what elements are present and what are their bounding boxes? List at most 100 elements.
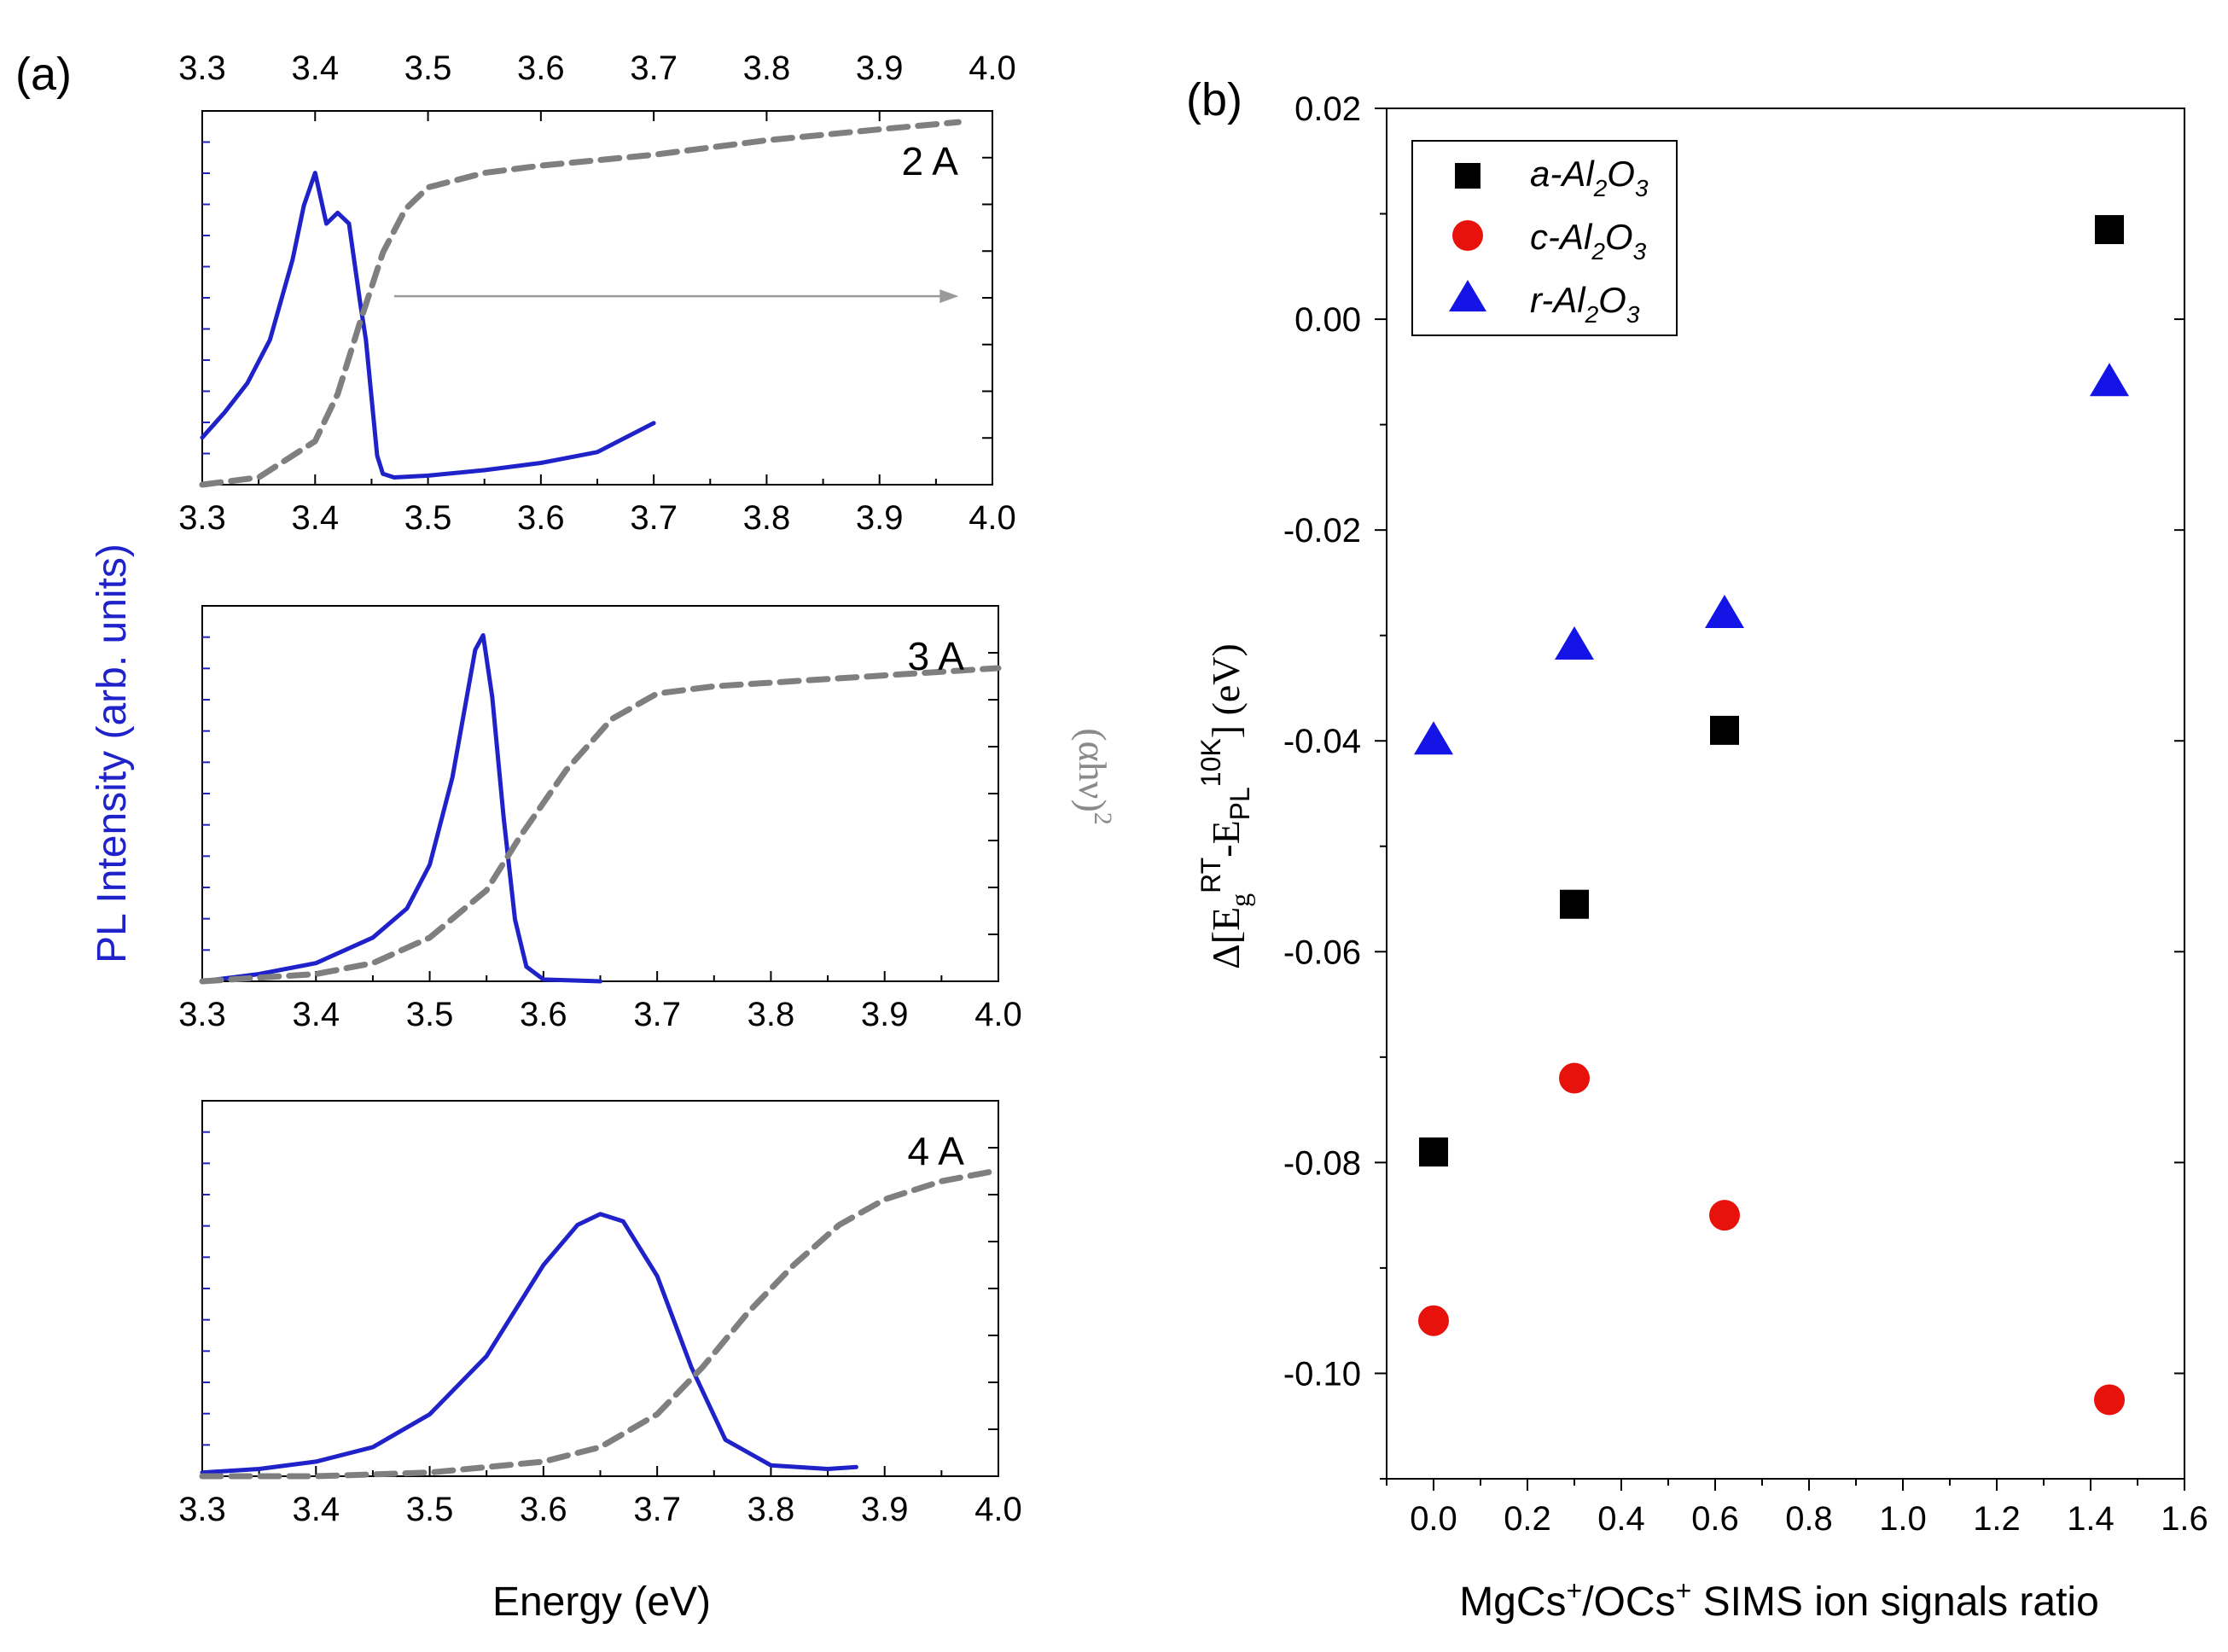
x-tick-label-1: 3.6 [520,996,567,1033]
point-a-al2o3 [1560,889,1589,919]
pl-curve-2 [200,1212,858,1475]
x-tick-label-0: 3.7 [630,499,678,537]
subplot-title-2: 4 A [907,1129,964,1173]
top-tick-label-0: 3.8 [743,49,791,87]
panel-a-xlabel: Energy (eV) [492,1579,711,1625]
point-a-al2o3 [1419,1137,1448,1167]
ylabel-sub-g: g [1225,893,1255,907]
point-r-al2o3 [2090,363,2129,397]
absorption-curve-1 [199,665,1002,985]
scatter-y-tick-label: -0.04 [1283,723,1361,760]
x-tick-label-2: 3.9 [861,1491,909,1528]
scatter-x-tick-label: 0.6 [1691,1500,1739,1538]
ylabel-sup-10k: 10K [1195,738,1226,787]
legend-a-prefix: a-Al [1530,154,1595,194]
point-r-al2o3 [1705,594,1744,628]
top-tick-label-0: 3.4 [291,49,339,87]
panel-b-xlabel: MgCs+/OCs+ SIMS ion signals ratio [1459,1575,2099,1625]
x-tick-label-0: 3.9 [856,499,904,537]
point-a-al2o3 [2095,215,2124,245]
xlabel-sup1: + [1567,1575,1583,1606]
point-c-al2o3 [1559,1062,1590,1094]
subplot-title-0: 2 A [901,139,958,183]
ylabel-right-base: (αhν) [1071,728,1114,812]
plot-frame-1 [201,605,999,982]
top-tick-label-0: 4.0 [969,49,1016,87]
legend-c-sub2: 3 [1633,238,1647,265]
plot-frame-2 [201,1100,999,1477]
x-tick-label-2: 4.0 [974,1491,1022,1528]
legend-label-r: r-Al2O3 [1530,280,1640,328]
point-c-al2o3 [1418,1305,1449,1336]
x-tick-label-2: 3.4 [292,1491,340,1528]
x-tick-label-2: 3.7 [633,1491,681,1528]
scatter-x-tick-label: 0.0 [1410,1500,1457,1538]
top-tick-label-0: 3.6 [517,49,565,87]
scatter-y-tick-label: -0.06 [1283,934,1361,971]
x-tick-label-2: 3.5 [406,1491,454,1528]
legend-marker-r [1449,280,1486,311]
legend-c-sub1: 2 [1591,238,1605,265]
x-tick-label-1: 3.5 [406,996,454,1033]
panel-a-ylabel-left: PL Intensity (arb. units) [90,544,135,963]
plot-layer: 3.3 3.4 3.5 3.6 3.7 3.8 3.9 4.0 3.3 3.4 3.5 3.6 3.7 3… [178,49,2208,1538]
xlabel-a: MgCs [1459,1579,1566,1625]
legend-r-sub1: 2 [1585,301,1599,328]
scatter-x-tick-label: 0.4 [1597,1500,1645,1538]
legend-a-sub1: 2 [1593,175,1608,201]
scatter-x-tick-label: 1.6 [2161,1500,2208,1538]
scatter-y-tick-label: -0.10 [1283,1355,1361,1393]
legend-marker-c [1452,220,1483,251]
point-r-al2o3 [1414,721,1453,755]
legend-label-a: a-Al2O3 [1530,154,1649,201]
ylabel-sub-pl: PL [1225,787,1255,820]
legend-r-mid: O [1598,280,1626,320]
ylabel-mid: -E [1204,820,1248,857]
panel-b-ylabel: Δ[EgRT-EPL10K] (eV) [1195,643,1255,969]
x-tick-label-0: 3.5 [404,499,452,537]
legend-a-mid: O [1607,154,1635,194]
legend-marker-a [1455,163,1480,189]
subplot-title-1: 3 A [907,634,964,678]
x-tick-label-0: 3.8 [743,499,791,537]
xlabel-c: SIMS ion signals ratio [1691,1579,2099,1625]
ylabel-open: [E [1204,907,1248,944]
x-tick-label-2: 3.6 [520,1491,567,1528]
scatter-y-tick-label: 0.00 [1294,301,1361,339]
legend-a-sub2: 3 [1635,175,1649,201]
top-tick-label-0: 3.7 [630,49,678,87]
top-tick-label-0: 3.5 [404,49,452,87]
top-tick-label-0: 3.3 [178,49,226,87]
scatter-x-tick-label: 1.0 [1879,1500,1927,1538]
x-tick-label-1: 3.3 [178,996,226,1033]
legend-r-sub2: 3 [1626,301,1640,328]
legend-label-c: c-Al2O3 [1530,217,1647,265]
xlabel-b: /OCs [1582,1579,1675,1625]
legend: a-Al2O3 c-Al2O3 r-Al2O3 [1411,140,1678,336]
scatter-y-tick-label: -0.08 [1283,1144,1361,1182]
scatter-y-tick-label: -0.02 [1283,512,1361,550]
x-tick-label-0: 3.6 [517,499,565,537]
point-r-al2o3 [1555,626,1594,660]
x-tick-label-1: 4.0 [974,996,1022,1033]
x-tick-label-1: 3.4 [292,996,340,1033]
legend-r-prefix: r-Al [1530,280,1586,320]
ylabel-delta: Δ [1204,944,1248,969]
ylabel-right-sup: 2 [1089,812,1117,825]
x-tick-label-0: 4.0 [969,499,1016,537]
scatter-x-tick-label: 1.2 [1973,1500,2021,1538]
x-tick-label-1: 3.7 [633,996,681,1033]
legend-c-mid: O [1605,217,1633,257]
point-c-al2o3 [2094,1384,2125,1416]
scatter-x-tick-label: 0.2 [1504,1500,1551,1538]
panel-a-ylabel-right: (αhν)2 [1071,728,1117,825]
x-tick-label-1: 3.9 [861,996,909,1033]
scatter-x-tick-label: 0.8 [1785,1500,1833,1538]
panel-b-label: (b) [1186,74,1242,125]
x-tick-label-2: 3.8 [748,1491,795,1528]
x-tick-label-0: 3.4 [291,499,339,537]
panel-a-label: (a) [15,49,72,100]
scatter-frame [1386,108,2185,1480]
pl-curve-0 [200,171,656,480]
